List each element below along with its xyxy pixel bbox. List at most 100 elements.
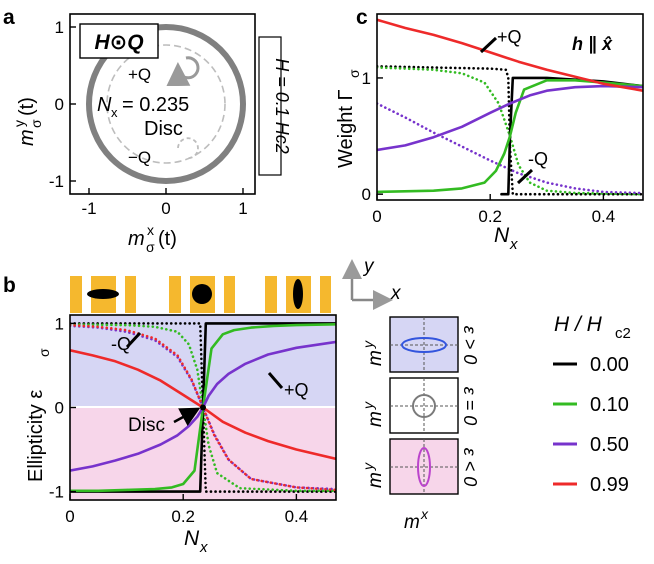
pictogram-vertical: [265, 276, 331, 313]
clockwise-arrow-icon: [166, 56, 200, 87]
panel-c-yticks: 01: [362, 69, 383, 204]
panel-a-xtick-label: 0: [161, 199, 170, 218]
panel-a-yticks: -1 0 1: [49, 18, 76, 191]
b-minus-q-pointer: [125, 331, 142, 349]
panel-b-plus-q: +Q: [284, 380, 309, 400]
panel-label-a: a: [3, 6, 15, 29]
panel-a-title: H⊙Q: [94, 31, 143, 54]
series-line-0-50-q: [377, 102, 643, 195]
panel-b-xticks: 0 0.2 0.4: [65, 494, 308, 526]
legend-items: 0.00 0.10 0.50 0.99: [553, 354, 629, 496]
series-line-0-99-q: [377, 18, 643, 92]
xtick-label: 0: [65, 507, 74, 526]
svg-text:m: m: [365, 411, 386, 427]
xtick-label: 0.2: [478, 207, 502, 226]
svg-text:m: m: [404, 512, 420, 533]
disc-pointer-arrow: [173, 407, 201, 426]
panel-a-ytick-label: 0: [55, 95, 64, 114]
nx-value: = 0.235: [122, 94, 189, 116]
field-label-box: [258, 36, 282, 176]
pictogram-circle: [169, 276, 235, 313]
panel-a-ylabel: m y σ (t): [11, 97, 44, 146]
panel-b-ylabel: Ellipticity ε σ: [25, 348, 52, 482]
svg-text:y: y: [360, 462, 376, 471]
panel-a-ylabel-sigma: σ: [28, 119, 44, 128]
legend-title-sub: c2: [615, 325, 631, 342]
field-label: H = 0.1 Hc2: [272, 58, 292, 154]
ytick-label: 0: [362, 185, 371, 204]
panel-c-xticks: 0 0.2 0.4: [372, 194, 615, 226]
panel-b-ylabel-text: Ellipticity ε: [25, 390, 47, 482]
panel-c-xlabel-sub: x: [509, 236, 518, 253]
xtick-label: 0: [372, 207, 381, 226]
panel-b-xlabel: N x: [184, 527, 208, 556]
panel-c-xlabel-n: N: [494, 224, 510, 247]
series-line-0-99-q: [70, 323, 336, 492]
legend: H / H c2 0.00 0.10 0.50 0.99: [553, 313, 631, 496]
disc-orbit: [86, 24, 246, 184]
pictogram-horizontal: [70, 276, 136, 313]
legend-label: 0.00: [590, 354, 629, 376]
panel-a-xlabel-sigma: σ: [146, 239, 155, 255]
plus-q-label: +Q: [128, 65, 151, 84]
series-line-0-00-q: [377, 65, 643, 196]
panel-b-series: [70, 322, 336, 493]
crossing-point: [200, 404, 206, 411]
panel-b-disc: Disc: [128, 415, 165, 436]
legend-label: 0.10: [590, 394, 629, 416]
panel-b: b y: [3, 256, 402, 556]
svg-text:ε < 0: ε < 0: [460, 448, 480, 486]
counterclockwise-arrow-icon: [177, 137, 199, 160]
panel-a-xtick-label: -1: [81, 199, 96, 218]
xtick-label: 0.2: [171, 507, 195, 526]
panel-a-ylabel-sup: y: [11, 120, 27, 127]
b-plus-q-pointer: [267, 372, 284, 389]
legend-label: 0.99: [590, 474, 629, 496]
nx-label: N: [97, 94, 112, 116]
circular-orbit-icon: [412, 394, 436, 418]
circle-icon: [192, 284, 212, 304]
panel-c-ylabel-sub: σ: [346, 69, 362, 78]
shape-insets: my my my ε > 0 ε = 0 ε < 0 m x: [360, 316, 480, 533]
legend-label: 0.50: [590, 434, 629, 456]
nx-sub: x: [111, 105, 118, 120]
vertical-ellipse-icon: [293, 279, 303, 309]
series-line-0-10-q: [70, 323, 336, 493]
ytick-label: 1: [55, 314, 64, 333]
panel-a-ytick-label: 1: [55, 18, 64, 37]
panel-b-minus-q: -Q: [111, 334, 131, 354]
panel-a: a H⊙Q +Q −Q N x = 0.235 Disc H = 0.1 Hc2…: [3, 6, 292, 255]
field-direction: h ∥ x̂: [572, 34, 613, 54]
svg-text:ε = 0: ε = 0: [460, 387, 480, 425]
minus-q-pointer: [516, 168, 534, 185]
panel-c-ylabel-text: Weight Γ: [335, 90, 357, 168]
panel-c-plus-q: +Q: [497, 27, 522, 47]
series-line-0-99: [70, 349, 336, 461]
panel-label-b: b: [3, 274, 16, 297]
panel-a-ytick-label: -1: [49, 172, 64, 191]
panel-c-xlabel: N x: [494, 224, 518, 253]
panel-b-xlabel-n: N: [184, 527, 200, 550]
svg-text:x: x: [420, 506, 429, 522]
panel-a-ylabel-t: (t): [16, 97, 38, 116]
minus-q-label: −Q: [128, 148, 151, 167]
vortex-pictograms: [70, 276, 331, 313]
series-line-0-00: [70, 322, 336, 493]
svg-text:y: y: [360, 401, 376, 410]
xy-axes-icon: y x: [342, 256, 402, 310]
title-box: [79, 23, 159, 59]
panel-c-frame: [376, 13, 644, 201]
panel-a-xlabel-sup: x: [147, 222, 154, 238]
panel-a-xticks: -1 0 1: [81, 188, 248, 218]
horizontal-orbit-icon: [401, 337, 447, 353]
panel-c-series: [377, 18, 643, 196]
panel-a-xlabel: m x σ (t): [128, 222, 177, 255]
svg-text:y: y: [360, 340, 376, 349]
panel-b-yticks: -1 0 1: [49, 314, 76, 502]
xtick-label: 0.4: [285, 507, 309, 526]
svg-text:m: m: [365, 350, 386, 366]
svg-text:ε > 0: ε > 0: [460, 326, 480, 364]
series-line-0-10-q: [377, 79, 643, 194]
panel-a-xlabel-t: (t): [158, 228, 177, 250]
